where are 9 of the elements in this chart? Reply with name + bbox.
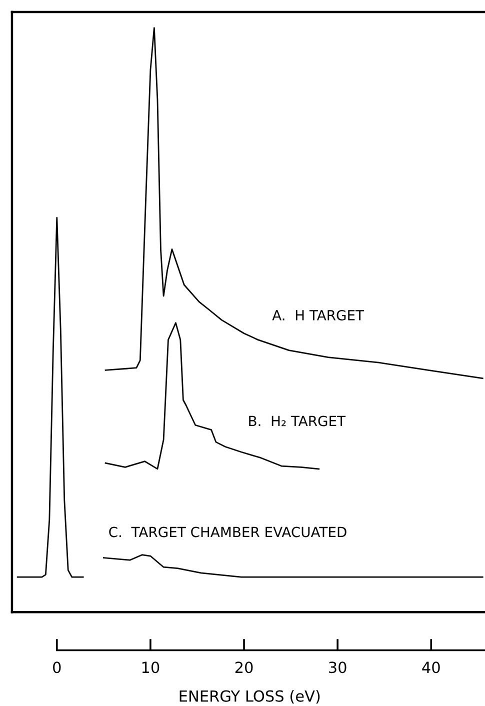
- series-label: C. TARGET CHAMBER EVACUATED: [109, 526, 346, 538]
- x-axis-title: ENERGY LOSS (eV): [180, 690, 320, 704]
- x-tick-label: 30: [329, 662, 346, 674]
- x-tick-label: 0: [53, 662, 61, 674]
- series-label: A. H TARGET: [272, 310, 364, 320]
- x-tick-label: 20: [235, 662, 253, 674]
- series-label: B. H₂ TARGET: [249, 416, 346, 426]
- x-tick-label: 40: [422, 662, 440, 674]
- x-tick-label: 10: [142, 662, 160, 674]
